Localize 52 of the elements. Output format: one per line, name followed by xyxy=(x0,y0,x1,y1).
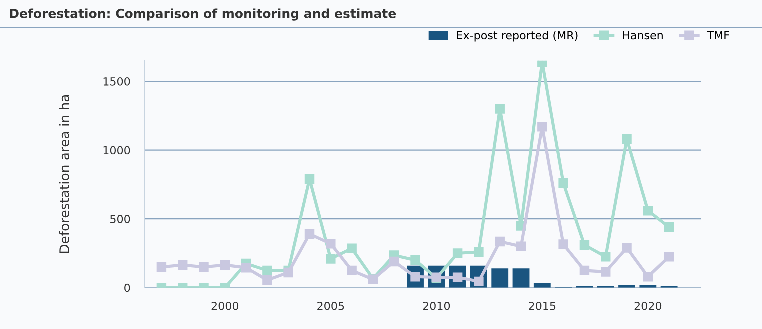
point xyxy=(262,275,272,286)
point xyxy=(643,206,654,216)
x-tick-label: 2020 xyxy=(634,302,662,310)
point xyxy=(580,266,590,276)
point xyxy=(516,242,526,252)
point xyxy=(558,240,568,250)
point xyxy=(347,244,357,254)
point xyxy=(538,122,548,132)
bar xyxy=(512,268,530,288)
point xyxy=(326,254,336,264)
point xyxy=(156,262,167,272)
point xyxy=(601,252,611,262)
point xyxy=(664,222,674,232)
point xyxy=(664,252,674,262)
point xyxy=(580,240,590,250)
point xyxy=(622,134,632,144)
y-tick-label: 0 xyxy=(124,284,130,292)
x-tick-label: 2010 xyxy=(423,302,450,310)
legend-label: TMF xyxy=(707,31,730,40)
point xyxy=(199,262,209,272)
bar xyxy=(618,285,636,288)
point xyxy=(326,238,336,249)
y-tick-label: 1000 xyxy=(104,146,130,155)
bar xyxy=(492,268,509,288)
point xyxy=(220,260,230,270)
x-tick-label: 2005 xyxy=(318,302,344,310)
point xyxy=(178,260,188,270)
y-axis-title: Deforestation area in ha xyxy=(59,96,70,254)
x-tick-label: 2000 xyxy=(212,302,239,310)
chart-title: Deforestation: Comparison of monitoring and estimate xyxy=(10,8,396,21)
point xyxy=(558,178,568,188)
point xyxy=(241,263,252,273)
point xyxy=(474,247,484,257)
point xyxy=(452,248,463,258)
point xyxy=(495,236,505,247)
y-tick-label: 500 xyxy=(110,215,130,224)
x-tick-label: 2015 xyxy=(529,302,556,310)
point xyxy=(495,104,505,114)
point xyxy=(262,266,272,276)
legend-label: Ex-post reported (MR) xyxy=(457,31,578,42)
legend-label: Hansen xyxy=(623,31,663,40)
point xyxy=(304,174,315,184)
point xyxy=(304,229,315,240)
point xyxy=(389,256,400,267)
bar xyxy=(534,283,551,288)
point xyxy=(622,243,632,253)
y-tick-label: 1500 xyxy=(104,77,130,86)
point xyxy=(643,272,654,282)
point xyxy=(410,255,420,266)
point xyxy=(347,266,357,276)
point xyxy=(601,267,611,277)
bar xyxy=(640,285,657,288)
